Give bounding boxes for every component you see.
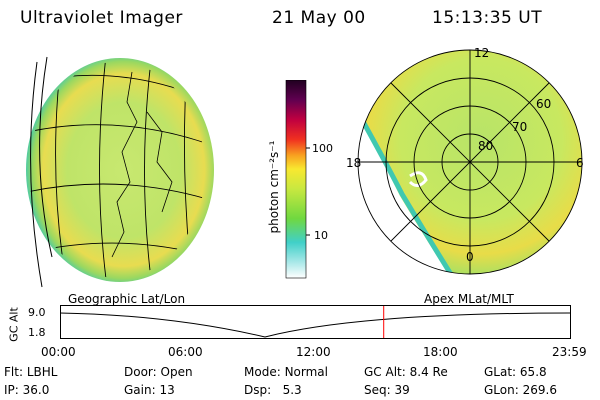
mlat-label-80: 80 <box>478 139 494 153</box>
mlt-label-6: 6 <box>576 156 584 170</box>
colorbar-unit-label: photon cm⁻²s⁻¹ <box>267 140 281 234</box>
right-panel-label: Apex MLat/MLT <box>424 292 514 306</box>
status-door: Door: Open <box>124 365 193 379</box>
status-gc-alt: GC Alt: 8.4 Re <box>364 365 448 379</box>
status-dsp: Dsp: 5.3 <box>244 383 302 397</box>
polar-mlat-mlt-plot <box>357 49 583 275</box>
aurora-emission <box>26 58 214 282</box>
status-flt: Flt: LBHL <box>4 365 58 379</box>
mlt-label-12: 12 <box>474 46 490 60</box>
instrument-title: Ultraviolet Imager <box>20 8 183 28</box>
altitude-tick-9: 9.0 <box>28 306 46 319</box>
mlt-label-0: 0 <box>466 250 474 264</box>
status-seq: Seq: 39 <box>364 383 410 397</box>
altitude-strip-frame <box>60 305 571 339</box>
colorbar-tick-100: 100 <box>312 142 333 155</box>
altitude-strip-plot <box>60 305 571 339</box>
altitude-axis-label: GC Alt <box>7 307 21 342</box>
intensity-colorbar <box>285 80 310 279</box>
status-glon: GLon: 269.6 <box>484 383 557 397</box>
time-tick-1200: 12:00 <box>296 345 331 359</box>
colorbar-tick-10: 10 <box>314 229 328 242</box>
time-tick-0600: 06:00 <box>168 345 203 359</box>
status-gain: Gain: 13 <box>124 383 175 397</box>
status-mode: Mode: Normal <box>244 365 328 379</box>
altitude-trace <box>60 312 571 338</box>
colorbar-gradient <box>285 80 307 279</box>
mlt-label-18: 18 <box>346 156 362 170</box>
time-tick-2359: 23:59 <box>552 345 587 359</box>
observation-date: 21 May 00 <box>272 8 366 28</box>
time-tick-1800: 18:00 <box>423 345 458 359</box>
altitude-tick-1-8: 1.8 <box>28 326 46 339</box>
geographic-globe-image <box>26 56 214 288</box>
time-tick-0000: 00:00 <box>41 345 76 359</box>
status-ip: IP: 36.0 <box>4 383 50 397</box>
status-glat: GLat: 65.8 <box>484 365 547 379</box>
mlat-label-60: 60 <box>536 97 552 111</box>
left-panel-label: Geographic Lat/Lon <box>68 292 186 306</box>
observation-time: 15:13:35 UT <box>432 8 543 28</box>
mlat-label-70: 70 <box>512 120 528 134</box>
